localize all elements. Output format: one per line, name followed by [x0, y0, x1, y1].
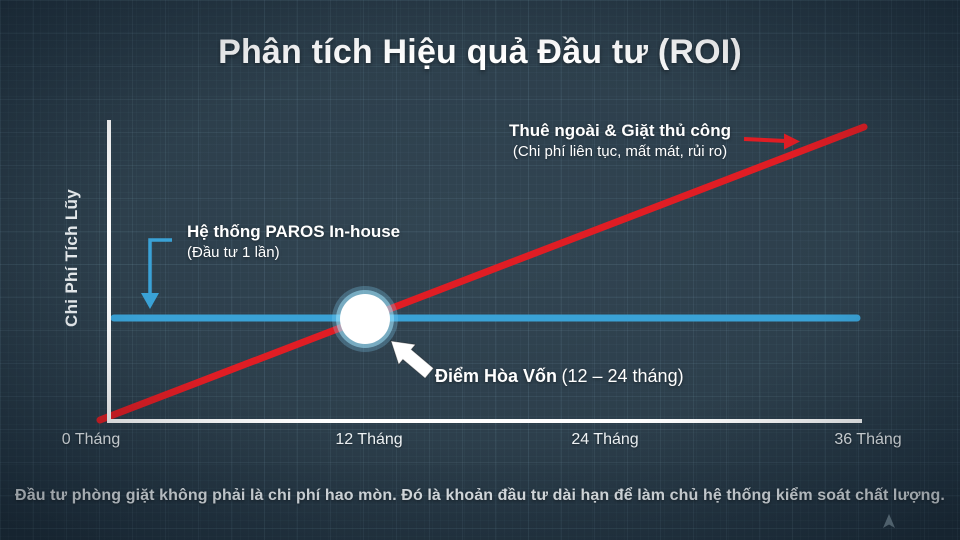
inhouse-label-connector [148, 238, 172, 295]
outsource-cost-line [96, 123, 868, 424]
inhouse-series-title: Hệ thống PAROS In-house [187, 222, 401, 241]
outsource-series-label: Thuê ngoài & Giặt thủ công (Chi phí liên… [498, 120, 742, 161]
chart-axes [107, 120, 862, 423]
x-tick-24-thang: 24 Tháng [571, 431, 639, 448]
inhouse-connector-arrowhead-icon [141, 293, 159, 309]
x-tick-12-thang: 12 Tháng [335, 431, 403, 448]
inhouse-series-label: Hệ thống PAROS In-house (Đầu tư 1 lần) [187, 221, 400, 262]
outsource-arrowhead-icon [784, 133, 800, 150]
footer-message: Đầu tư phòng giặt không phải là chi phí … [15, 487, 945, 504]
inhouse-series-subtitle: (Đầu tư 1 lần) [187, 244, 280, 261]
outsource-label-arrow [743, 137, 787, 143]
x-tick-0-thang: 0 Tháng [61, 431, 121, 448]
breakeven-pointer-arrow-icon [390, 340, 435, 379]
breakeven-label: Điểm Hòa Vốn (12 – 24 tháng) [435, 366, 684, 387]
breakeven-label-title: Điểm Hòa Vốn [435, 366, 558, 386]
watermark-cursor-icon [883, 514, 895, 528]
outsource-series-subtitle: (Chi phí liên tục, mất mát, rủi ro) [512, 143, 728, 160]
page-title: Phân tích Hiệu quả Đầu tư (ROI) [218, 33, 742, 71]
outsource-series-title: Thuê ngoài & Giặt thủ công [509, 121, 731, 140]
breakeven-point-marker [340, 294, 390, 344]
y-axis-label: Chi Phí Tích Lũy [62, 189, 81, 327]
breakeven-label-detail: (12 – 24 tháng) [561, 366, 684, 386]
x-tick-36-thang: 36 Tháng [834, 431, 902, 448]
